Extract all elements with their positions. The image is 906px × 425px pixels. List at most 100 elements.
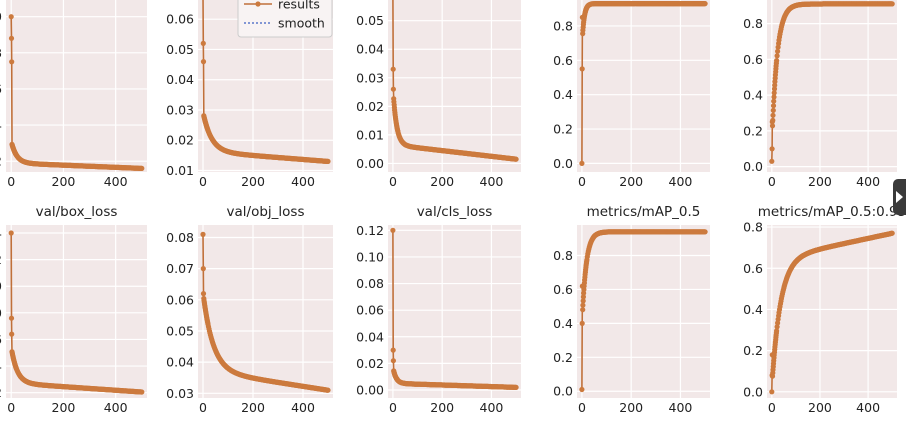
- results-point: [580, 298, 586, 304]
- legend-results-marker: [255, 1, 261, 7]
- y-tick-label: 0.6: [743, 52, 763, 67]
- y-tick-label: 0.02: [356, 356, 384, 371]
- results-point: [513, 384, 519, 390]
- y-tick-label: 0: [0, 9, 2, 24]
- results-point: [8, 230, 14, 236]
- y-tick-label: 0.6: [743, 261, 763, 276]
- y-tick-label: 0.8: [553, 18, 573, 33]
- chart-panel-7: 0 200 400 0.03 0.04 0.05 0.06 0.07 0.08 val/obj_l…: [166, 204, 333, 415]
- x-tick-label: 0: [389, 174, 397, 189]
- chart-panel-3: 0 200 400 0.00 0.01 0.02 0.03 0.04 0.05: [356, 0, 521, 189]
- results-point: [770, 112, 776, 118]
- chart-panel-5: 0 200 400 0.0 0.2 0.4 0.6 0.8: [743, 0, 897, 189]
- results-point: [325, 158, 331, 164]
- results-point: [579, 160, 585, 166]
- results-point: [200, 266, 206, 272]
- results-point: [771, 86, 778, 92]
- plot-area: [767, 225, 897, 398]
- plot-area: [198, 225, 333, 398]
- x-tick-label: 200: [619, 174, 643, 189]
- results-point: [9, 331, 15, 337]
- results-point: [390, 358, 396, 364]
- y-tick-label: 0.0: [743, 159, 763, 174]
- x-tick-label: 200: [430, 174, 454, 189]
- y-tick-label: 0.07: [166, 261, 194, 276]
- x-tick-label: 200: [808, 174, 832, 189]
- y-tick-label: 0.08: [356, 276, 384, 291]
- y-tick-label: 6: [0, 81, 2, 96]
- y-tick-label: 0: [0, 305, 2, 320]
- plot-area: [6, 0, 147, 172]
- x-tick-label: 200: [241, 400, 265, 415]
- results-point: [580, 302, 586, 308]
- plot-area: [388, 225, 521, 398]
- results-point: [390, 66, 396, 72]
- results-point: [580, 307, 586, 313]
- chart-title: val/box_loss: [36, 204, 118, 220]
- y-tick-label: 2: [0, 385, 2, 400]
- results-point: [769, 158, 775, 164]
- results-point: [771, 90, 777, 96]
- x-tick-label: 200: [808, 400, 832, 415]
- plot-area: [767, 0, 897, 172]
- y-tick-label: 0.4: [743, 302, 763, 317]
- y-tick-label: 0.05: [166, 42, 194, 57]
- results-point: [580, 294, 587, 300]
- x-tick-label: 400: [291, 400, 315, 415]
- results-point: [769, 123, 776, 129]
- x-tick-label: 400: [669, 400, 693, 415]
- results-point: [774, 58, 780, 64]
- plot-area: [6, 225, 147, 398]
- y-tick-label: 4: [0, 359, 2, 374]
- y-tick-label: 0.6: [553, 53, 573, 68]
- x-tick-label: 200: [241, 174, 265, 189]
- y-tick-label: 0.00: [356, 383, 384, 398]
- y-tick-label: 0.2: [553, 122, 573, 137]
- results-point: [579, 66, 585, 72]
- results-point: [770, 117, 776, 123]
- x-tick-label: 400: [480, 400, 504, 415]
- results-point: [702, 1, 708, 7]
- chart-panel-1: 0 200 400 2 4 6 8 0: [0, 0, 147, 189]
- x-tick-label: 200: [52, 400, 76, 415]
- results-point: [390, 347, 396, 353]
- y-tick-label: 0.03: [166, 102, 194, 117]
- chart-panel-6: 02004002460024val/box_loss: [0, 204, 147, 415]
- y-tick-label: 0.04: [166, 72, 194, 87]
- results-point: [9, 59, 15, 65]
- next-page-handle[interactable]: [893, 179, 906, 215]
- x-tick-label: 200: [430, 400, 454, 415]
- y-tick-label: 0.03: [166, 386, 194, 401]
- x-tick-label: 400: [291, 174, 315, 189]
- chart-title: val/obj_loss: [227, 204, 305, 220]
- results-point: [200, 59, 207, 65]
- results-point: [770, 107, 776, 113]
- results-point: [774, 53, 780, 59]
- results-point: [390, 227, 396, 233]
- y-tick-label: 0.6: [553, 282, 573, 297]
- results-point: [771, 94, 777, 100]
- y-tick-label: 0.01: [166, 163, 194, 178]
- y-tick-label: 0.06: [166, 292, 194, 307]
- results-point: [325, 387, 331, 393]
- y-tick-label: 2: [0, 252, 2, 267]
- legend-box: [237, 0, 333, 38]
- y-tick-label: 2: [0, 154, 2, 169]
- y-tick-label: 0.2: [743, 343, 763, 358]
- x-tick-label: 400: [856, 174, 880, 189]
- y-tick-label: 6: [0, 332, 2, 347]
- results-point: [200, 40, 206, 47]
- results-point: [771, 98, 777, 104]
- results-point: [513, 156, 519, 162]
- chart-panel-9: 0 200 400 0.0 0.2 0.4 0.6 0.8 metrics/mAP_0.5: [553, 204, 710, 415]
- results-point: [889, 230, 895, 236]
- y-tick-label: 0.04: [356, 329, 384, 344]
- y-tick-label: 0.04: [356, 42, 384, 57]
- y-tick-label: 0.4: [553, 316, 573, 331]
- y-tick-label: 0.4: [743, 88, 763, 103]
- y-tick-label: 0.08: [166, 230, 194, 245]
- x-tick-label: 0: [768, 400, 776, 415]
- y-tick-label: 0.02: [356, 99, 384, 114]
- y-tick-label: 0.01: [356, 127, 384, 142]
- results-point: [769, 146, 775, 152]
